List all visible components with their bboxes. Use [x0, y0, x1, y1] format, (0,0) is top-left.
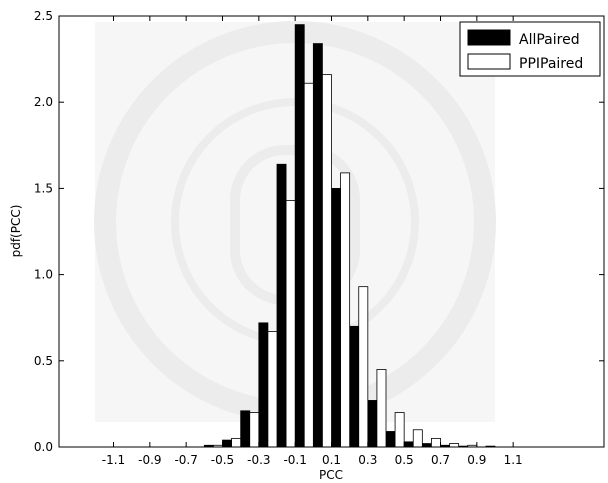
x-tick-label: 1.1: [504, 453, 523, 467]
legend: AllPaired PPIPaired: [459, 21, 601, 77]
y-tick-group: 0.0 0.5 1.0 1.5 2.0 2.5: [34, 9, 604, 454]
legend-label-ppipaired: PPIPaired: [519, 56, 583, 72]
bar-ppipaired: [231, 437, 242, 448]
x-tick-label: 0.7: [431, 453, 450, 467]
x-tick-label: 0.1: [322, 453, 341, 467]
x-tick-label: -0.1: [283, 453, 306, 467]
y-tick-label: 0.5: [34, 354, 53, 368]
bar-allpaired: [367, 400, 378, 448]
y-tick-label: 2.0: [34, 95, 53, 109]
bar-ppipaired: [303, 82, 314, 448]
bar-group: [203, 24, 496, 448]
y-tick-label: 1.0: [34, 268, 53, 282]
bar-allpaired: [421, 443, 432, 448]
y-tick-label: 2.5: [34, 9, 53, 23]
bar-allpaired: [222, 439, 232, 448]
bar-allpaired: [240, 410, 251, 448]
bar-allpaired: [349, 325, 360, 448]
bar-ppipaired: [322, 74, 332, 448]
bar-allpaired: [331, 187, 341, 448]
y-tick-label: 1.5: [34, 181, 53, 195]
bar-ppipaired: [285, 200, 296, 448]
y-tick-label: 0.0: [34, 440, 53, 454]
legend-swatch-allpaired: [467, 29, 511, 46]
bar-allpaired: [385, 431, 396, 448]
bar-ppipaired: [340, 172, 351, 448]
bar-ppipaired: [376, 369, 387, 448]
bar-ppipaired: [431, 437, 441, 448]
x-tick-label: -1.1: [102, 453, 125, 467]
x-tick-label: -0.5: [211, 453, 234, 467]
legend-label-allpaired: AllPaired: [519, 32, 580, 48]
x-tick-label: -0.7: [174, 453, 197, 467]
x-axis-title: PCC: [319, 468, 343, 482]
bar-allpaired: [258, 322, 269, 448]
legend-swatch-ppipaired: [467, 53, 511, 70]
x-tick-label: 0.9: [467, 453, 486, 467]
x-tick-label: 0.5: [395, 453, 414, 467]
bar-allpaired: [294, 24, 305, 448]
x-tick-label: 0.3: [358, 453, 377, 467]
bar-ppipaired: [412, 429, 423, 448]
bar-allpaired: [276, 163, 287, 448]
bar-ppipaired: [394, 412, 405, 448]
bar-ppipaired: [358, 286, 369, 448]
bar-ppipaired: [449, 443, 460, 448]
y-axis-title: pdf(PCC): [9, 205, 23, 258]
bar-allpaired: [312, 43, 323, 448]
bar-allpaired: [403, 441, 414, 448]
bar-ppipaired: [249, 412, 260, 448]
bar-ppipaired: [267, 331, 278, 448]
x-tick-label: -0.3: [247, 453, 270, 467]
x-tick-label: -0.9: [138, 453, 161, 467]
x-tick-group: -1.1 -0.9 -0.7 -0.5 -0.3 -0.1 0.1 0.3 0.5 0.7 0.9 1…: [102, 16, 523, 467]
